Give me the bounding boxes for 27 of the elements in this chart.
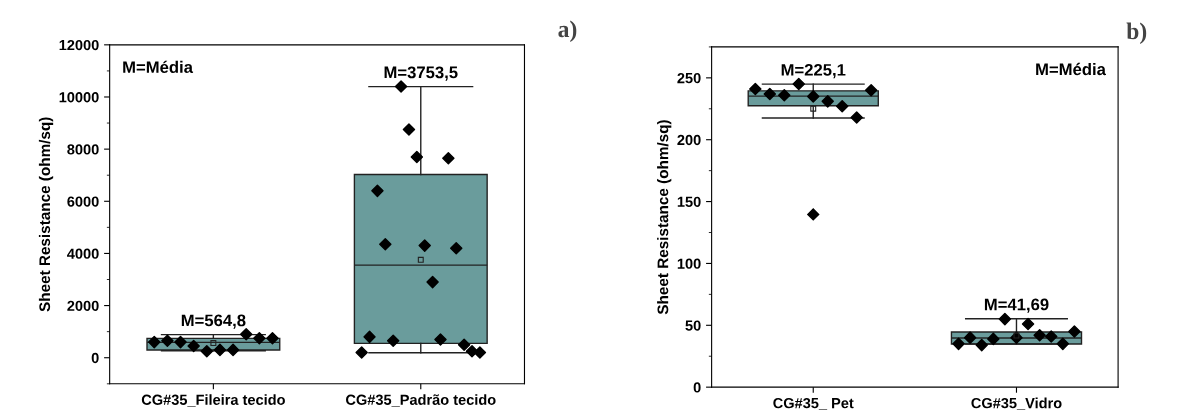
- text: b): [1126, 22, 1147, 45]
- x-tick-label: CG#35_Vidro: [971, 397, 1062, 410]
- x-tick-label: CG#35_Padrão tecido: [346, 394, 496, 407]
- annotation: M=41,69: [984, 298, 1049, 313]
- annotation: M=3753,5: [384, 66, 458, 81]
- annotation: M=225,1: [781, 63, 846, 79]
- annotation: M=Média: [1036, 62, 1107, 76]
- y-tick-label: 150: [677, 196, 701, 207]
- y-tick-label: 8000: [67, 144, 99, 155]
- y-tick-label: 10000: [59, 92, 99, 103]
- text: a): [558, 20, 577, 42]
- y-tick-label: 4000: [67, 248, 99, 259]
- y-tick-label: 50: [685, 320, 701, 331]
- y-axis-title: Sheet Resistance (ohm/sq): [38, 117, 54, 312]
- x-tick-label: CG#35_ Pet: [773, 397, 854, 410]
- y-tick-label: 6000: [67, 196, 99, 207]
- y-tick-label: 2000: [67, 300, 99, 312]
- annotation: M=Média: [123, 60, 194, 74]
- x-tick-label: CG#35_Fileira tecido: [141, 394, 285, 407]
- y-tick-label: 250: [677, 72, 701, 84]
- y-tick-label: 0: [693, 382, 701, 393]
- y-tick-label: 100: [677, 258, 701, 269]
- y-axis-title: Sheet Resistance (ohm/sq): [657, 120, 672, 315]
- y-tick-label: 200: [677, 134, 701, 146]
- y-tick-label: 12000: [59, 39, 99, 51]
- annotation: M=564,8: [181, 314, 246, 329]
- y-tick-label: 0: [91, 352, 99, 364]
